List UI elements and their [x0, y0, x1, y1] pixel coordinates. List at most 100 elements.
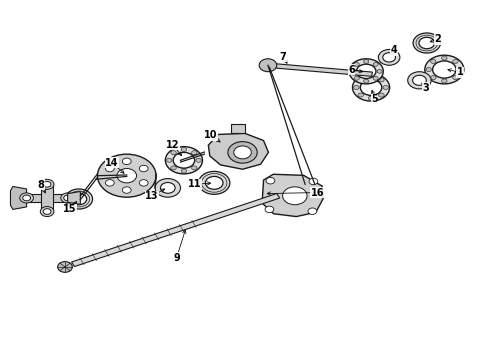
Circle shape — [122, 158, 131, 165]
Text: 15: 15 — [63, 204, 77, 215]
Circle shape — [58, 262, 73, 272]
Polygon shape — [208, 134, 269, 169]
Polygon shape — [41, 184, 53, 212]
Ellipse shape — [378, 49, 400, 65]
Circle shape — [354, 76, 359, 80]
Ellipse shape — [61, 193, 74, 203]
Ellipse shape — [198, 171, 230, 194]
Ellipse shape — [283, 187, 307, 205]
Circle shape — [192, 166, 197, 170]
Circle shape — [105, 180, 114, 186]
Text: 7: 7 — [280, 52, 287, 62]
Ellipse shape — [349, 59, 383, 84]
Ellipse shape — [40, 207, 54, 217]
Circle shape — [309, 178, 318, 185]
Ellipse shape — [173, 152, 195, 168]
Circle shape — [383, 85, 389, 90]
Circle shape — [105, 165, 114, 172]
Ellipse shape — [71, 193, 87, 205]
Ellipse shape — [23, 195, 30, 201]
Ellipse shape — [64, 195, 72, 201]
Ellipse shape — [65, 189, 93, 209]
Circle shape — [167, 158, 172, 162]
Circle shape — [368, 75, 374, 79]
Circle shape — [98, 154, 156, 197]
Circle shape — [350, 69, 355, 73]
Circle shape — [457, 68, 463, 72]
Ellipse shape — [383, 53, 395, 62]
Text: 1: 1 — [457, 67, 464, 77]
Ellipse shape — [433, 61, 456, 78]
Ellipse shape — [360, 80, 382, 95]
Circle shape — [358, 93, 364, 97]
Circle shape — [379, 93, 384, 97]
Circle shape — [192, 151, 197, 155]
Text: 13: 13 — [146, 191, 159, 201]
Text: 14: 14 — [105, 158, 119, 168]
Polygon shape — [68, 192, 80, 204]
Ellipse shape — [259, 59, 277, 72]
Circle shape — [196, 158, 201, 162]
Circle shape — [171, 166, 176, 170]
Text: 9: 9 — [173, 253, 180, 263]
Polygon shape — [262, 174, 323, 217]
Ellipse shape — [43, 181, 51, 187]
Polygon shape — [10, 186, 26, 210]
Circle shape — [171, 151, 176, 155]
Polygon shape — [72, 193, 280, 266]
Circle shape — [139, 165, 148, 172]
Circle shape — [308, 208, 317, 215]
Text: 5: 5 — [371, 94, 378, 104]
Ellipse shape — [155, 179, 180, 197]
Ellipse shape — [413, 33, 441, 53]
Circle shape — [364, 60, 369, 63]
Circle shape — [426, 68, 432, 72]
Text: 12: 12 — [166, 140, 179, 150]
Ellipse shape — [43, 209, 51, 215]
Circle shape — [431, 76, 436, 80]
Text: 8: 8 — [38, 180, 45, 190]
Ellipse shape — [352, 74, 390, 101]
Ellipse shape — [419, 37, 435, 49]
Text: 2: 2 — [435, 34, 441, 44]
Ellipse shape — [228, 141, 257, 163]
Circle shape — [354, 85, 359, 90]
Text: 11: 11 — [189, 179, 202, 189]
Circle shape — [453, 59, 458, 63]
Circle shape — [354, 63, 359, 66]
Circle shape — [265, 206, 274, 213]
Ellipse shape — [356, 64, 376, 78]
Circle shape — [358, 78, 364, 82]
Ellipse shape — [165, 147, 202, 174]
Text: 3: 3 — [422, 83, 429, 93]
Circle shape — [266, 177, 275, 184]
Circle shape — [373, 63, 378, 66]
Text: 6: 6 — [348, 64, 355, 75]
Circle shape — [441, 79, 447, 83]
Circle shape — [453, 76, 458, 80]
Ellipse shape — [425, 55, 464, 84]
Circle shape — [368, 96, 374, 100]
Circle shape — [377, 69, 382, 73]
Ellipse shape — [205, 176, 223, 189]
Ellipse shape — [40, 179, 54, 189]
Text: 10: 10 — [204, 130, 218, 140]
Ellipse shape — [408, 72, 431, 89]
Circle shape — [122, 187, 131, 193]
Text: 4: 4 — [391, 45, 397, 55]
Polygon shape — [268, 63, 372, 76]
Text: 16: 16 — [311, 188, 324, 198]
Circle shape — [431, 59, 436, 63]
Polygon shape — [26, 194, 68, 202]
Circle shape — [181, 148, 187, 152]
Polygon shape — [231, 124, 245, 134]
Circle shape — [441, 56, 447, 60]
Ellipse shape — [234, 146, 251, 159]
Ellipse shape — [413, 75, 426, 85]
Circle shape — [181, 169, 187, 173]
Circle shape — [379, 78, 384, 82]
Ellipse shape — [20, 193, 33, 203]
Circle shape — [139, 180, 148, 186]
Circle shape — [364, 79, 369, 83]
Ellipse shape — [160, 183, 175, 193]
